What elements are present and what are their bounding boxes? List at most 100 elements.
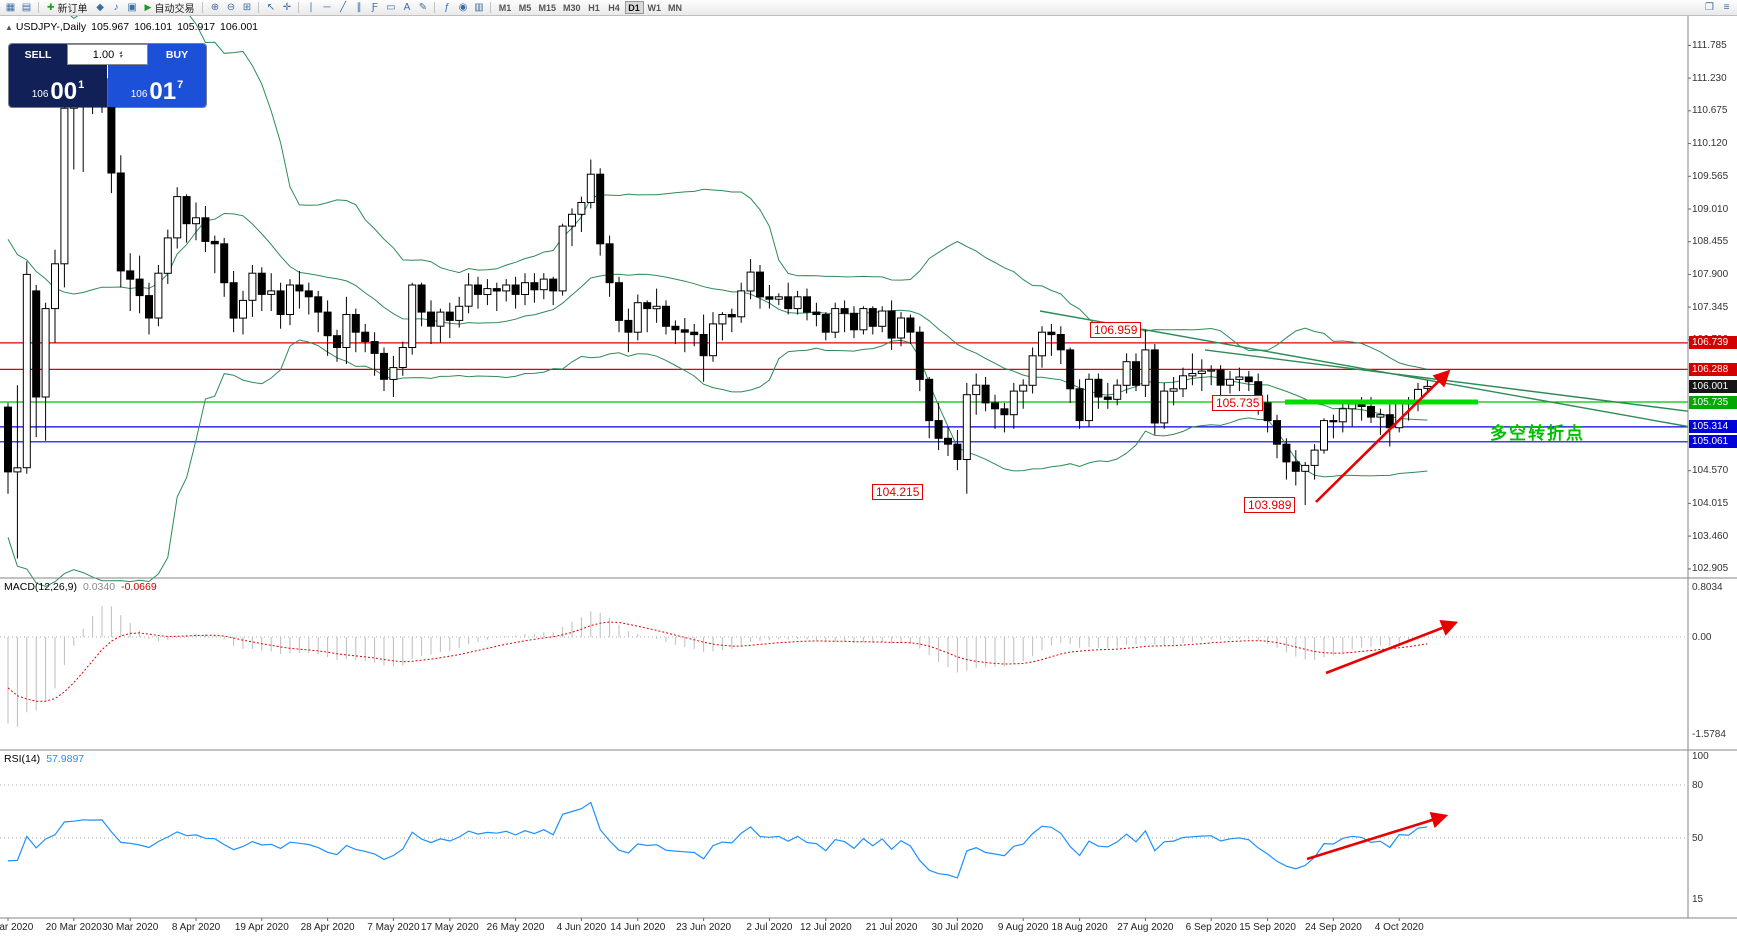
channel-icon[interactable]: ∥ [356, 2, 362, 13]
price-scale-label: 111.785 [1692, 39, 1727, 51]
price-scale-label: 110.120 [1692, 138, 1728, 150]
timeframe-h1-button[interactable]: H1 [588, 3, 600, 13]
fibonacci-icon[interactable]: Ƒ [371, 2, 379, 13]
price-scale-label: 108.455 [1692, 236, 1729, 248]
price-marker-105.314: 105.314 [1689, 420, 1737, 434]
rsi-value: 57.9897 [46, 753, 85, 765]
up-arrow-icon: ▲ [5, 23, 13, 32]
indicators-icon[interactable]: ƒ [444, 2, 450, 13]
toolbar: ▦ ▤ ✚ 新订单 ◆ ♪ ▣ ▶ 自动交易 ⊕ ⊖ ⊞ ↖ ✛ ∣ ─ ╱ ∥ Ƒ ▭ A ✎ ƒ ◉ ▥ M1 M5 M15 M30… [0, 0, 1737, 16]
date-axis-label: 14 Jun 2020 [610, 922, 666, 933]
new-order-button-icon: ✚ [47, 2, 55, 12]
price-callout-104.215[interactable]: 104.215 [872, 484, 924, 500]
shapes-icon[interactable]: ▭ [386, 2, 396, 13]
volume-value: 1.00 [92, 48, 115, 61]
new-chart-icon[interactable]: ▦ [5, 2, 16, 13]
rsi-scale-label: 80 [1692, 779, 1704, 791]
arrows-tool-icon[interactable]: ✎ [418, 2, 428, 13]
timeframe-d1-button[interactable]: D1 [624, 1, 644, 14]
timeframe-m30-button[interactable]: M30 [562, 3, 581, 13]
crosshair-icon[interactable]: ✛ [282, 2, 292, 13]
buy-price-pips: 01 [149, 78, 177, 105]
options-icon[interactable]: ≡ [1723, 2, 1730, 13]
profiles-icon[interactable]: ▤ [21, 2, 32, 13]
macd-main-value: 0.0340 [82, 581, 116, 593]
chart-window-icon[interactable]: ◆ [96, 2, 104, 13]
date-axis-label: 30 Mar 2020 [102, 922, 159, 933]
new-order-button-label: 新订单 [57, 4, 88, 15]
date-axis-label: 4 Jun 2020 [556, 922, 607, 933]
price-marker-105.061: 105.061 [1689, 435, 1737, 449]
price-callout-103.989[interactable]: 103.989 [1244, 497, 1296, 513]
price-scale-label: 104.015 [1692, 497, 1729, 509]
buy-button[interactable]: BUY [148, 44, 206, 65]
alerts-icon[interactable]: ♪ [113, 2, 119, 13]
date-axis-label: 20 Mar 2020 [45, 922, 102, 933]
macd-name: MACD(12,26,9) [4, 581, 77, 593]
timeframe-mn-button[interactable]: MN [668, 3, 682, 13]
sell-price-fraction: 1 [78, 79, 85, 91]
price-marker-106.739: 106.739 [1689, 336, 1737, 350]
timeframe-h4-button[interactable]: H4 [608, 3, 620, 13]
trendline-icon[interactable]: ╱ [339, 2, 346, 13]
date-axis-label: 21 Jul 2020 [865, 922, 918, 933]
zoom-out-icon[interactable]: ⊖ [226, 2, 236, 13]
cursor-icon[interactable]: ↖ [266, 2, 276, 13]
timeframe-w1-button[interactable]: W1 [647, 3, 662, 13]
volume-spinner[interactable]: ▴ ▾ [119, 49, 123, 60]
toolbar-separator [490, 2, 492, 13]
horizontal-line-icon[interactable]: ─ [323, 2, 331, 13]
autotrading-button[interactable]: ▶ 自动交易 [141, 1, 199, 15]
macd-scale-label: -1.5784 [1692, 729, 1726, 741]
rsi-scale-label: 100 [1692, 750, 1709, 762]
date-axis-label: 2 Jul 2020 [746, 922, 793, 933]
price-scale-label: 109.565 [1692, 170, 1729, 182]
date-axis-label: 30 Jul 2020 [931, 922, 984, 933]
timeframe-m1-button[interactable]: M1 [498, 3, 512, 13]
zoom-in-icon[interactable]: ⊕ [210, 2, 220, 13]
date-axis-label: 28 Apr 2020 [300, 922, 355, 933]
price-marker-106.001: 106.001 [1689, 379, 1737, 393]
price-marker-106.288: 106.288 [1689, 362, 1737, 376]
date-axis-label: 24 Sep 2020 [1305, 922, 1362, 933]
price-callout-106.959[interactable]: 106.959 [1090, 322, 1142, 338]
date-axis-label: 23 Jun 2020 [676, 922, 732, 933]
sell-price-button[interactable]: 106 00 1 [9, 65, 107, 107]
spinner-up-icon[interactable]: ▴ [119, 49, 123, 56]
scripts-icon[interactable]: ▣ [127, 2, 137, 13]
fullscreen-icon[interactable]: ❐ [1705, 2, 1714, 13]
sell-price-pips: 00 [50, 78, 78, 105]
sell-button[interactable]: SELL [9, 44, 67, 65]
new-order-button[interactable]: ✚ 新订单 [43, 1, 92, 15]
price-marker-105.735: 105.735 [1689, 395, 1737, 409]
templates-icon[interactable]: ▥ [474, 2, 484, 13]
autotrading-button-icon: ▶ [144, 2, 152, 12]
date-axis-label: 12 Jul 2020 [799, 922, 852, 933]
buy-price-button[interactable]: 106 01 7 [108, 65, 206, 107]
ohlc-low: 105.917 [177, 21, 216, 33]
rsi-name: RSI(14) [4, 753, 41, 765]
price-scale-label: 103.460 [1692, 530, 1729, 542]
buy-price-fraction: 7 [177, 79, 184, 91]
toolbar-separator [434, 2, 436, 13]
price-scale-label: 110.675 [1692, 105, 1728, 117]
price-callout-105.735[interactable]: 105.735 [1212, 395, 1264, 411]
price-scale-label: 111.230 [1692, 72, 1727, 84]
tile-windows-icon[interactable]: ⊞ [242, 2, 252, 13]
macd-scale-label: 0.8034 [1692, 581, 1723, 593]
periods-icon[interactable]: ◉ [458, 2, 468, 13]
toolbar-separator [202, 2, 204, 13]
date-axis-label: 19 Apr 2020 [234, 922, 289, 933]
timeframe-m15-button[interactable]: M15 [538, 3, 556, 13]
symbol-title: USDJPY-,Daily [15, 21, 87, 33]
timeframe-m5-button[interactable]: M5 [518, 3, 532, 13]
sell-price-big-figure: 106 [31, 89, 49, 100]
volume-input[interactable]: 1.00 ▴ ▾ [67, 44, 148, 65]
price-scale-label: 109.010 [1692, 203, 1729, 215]
vertical-line-icon[interactable]: ∣ [308, 2, 314, 13]
price-scale-label: 104.570 [1692, 465, 1729, 477]
spinner-down-icon[interactable]: ▾ [119, 53, 123, 60]
text-icon[interactable]: A [403, 2, 411, 13]
